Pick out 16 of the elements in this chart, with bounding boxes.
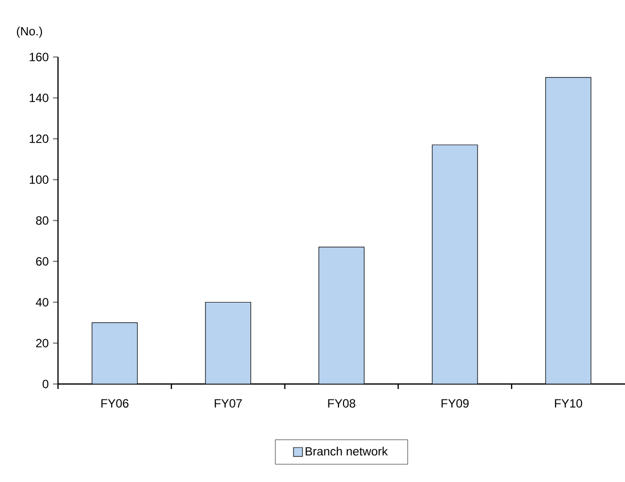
y-tick-label: 140 xyxy=(30,94,48,102)
x-tick-label: FY08 xyxy=(328,399,356,408)
y-tick-label: 60 xyxy=(36,257,48,266)
y-tick-label: 80 xyxy=(36,216,48,225)
y-tick-label: 20 xyxy=(36,338,48,348)
legend-label: Branch network xyxy=(306,446,388,456)
y-tick-label: 100 xyxy=(30,175,48,184)
x-tick-label: FY06 xyxy=(101,399,128,408)
y-tick-label: 160 xyxy=(30,52,48,62)
y-tick-label: 40 xyxy=(36,298,48,306)
y-tick-label: 0 xyxy=(42,380,48,388)
x-tick-label: FY10 xyxy=(555,399,582,408)
x-tick-label: FY09 xyxy=(442,399,469,408)
x-tick-label: FY07 xyxy=(214,399,242,408)
y-tick-label: 120 xyxy=(30,134,48,143)
y-axis-title: (No.) xyxy=(16,26,42,38)
